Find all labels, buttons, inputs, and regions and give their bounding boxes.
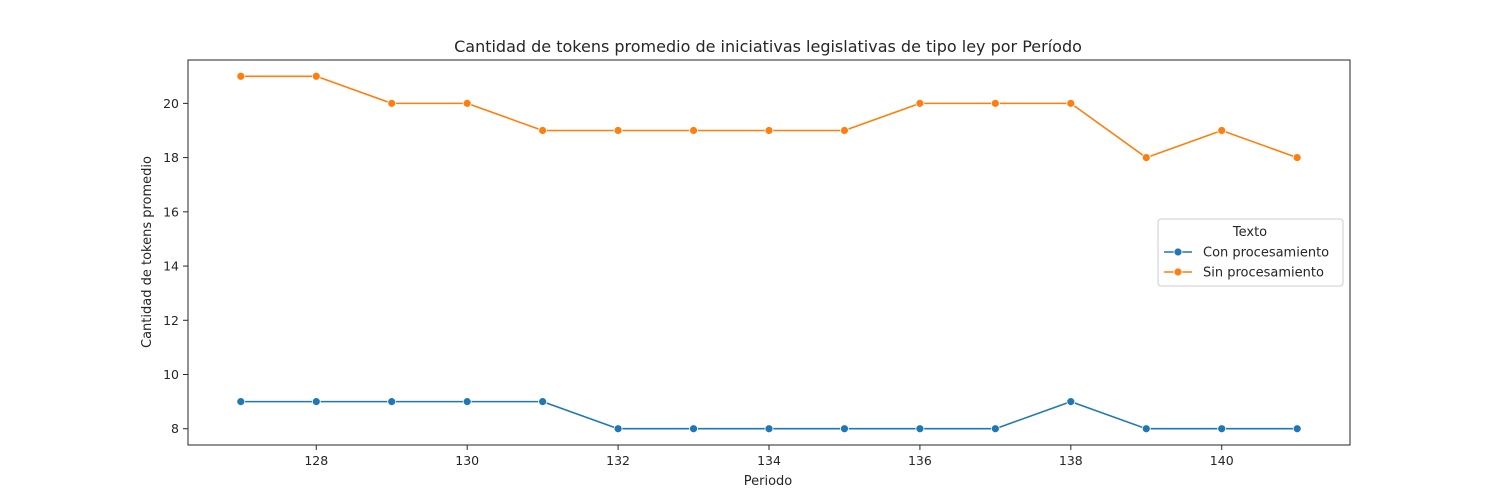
data-point — [840, 424, 849, 434]
data-point — [1217, 424, 1227, 434]
data-point — [462, 397, 472, 407]
y-tick-label: 20 — [163, 96, 179, 111]
data-point — [1292, 153, 1302, 163]
y-tick-label: 16 — [163, 204, 179, 219]
data-point — [1141, 424, 1151, 434]
data-point — [538, 126, 548, 135]
data-point — [311, 71, 321, 81]
x-axis: 128 130 132 134 136 138 140 — [304, 445, 1234, 468]
data-point — [840, 126, 849, 135]
x-tick-label: 128 — [304, 453, 328, 468]
y-axis-title: Cantidad de tokens promedio — [140, 156, 155, 348]
series-2 — [236, 71, 1302, 163]
data-point — [236, 71, 246, 81]
data-point — [1066, 98, 1076, 108]
data-point — [689, 126, 698, 135]
data-point — [462, 98, 472, 108]
series-1 — [236, 397, 1302, 434]
legend-item: Con procesamiento — [1164, 246, 1329, 261]
x-tick-label: 138 — [1059, 453, 1083, 468]
x-tick-label: 132 — [606, 453, 630, 468]
data-point — [990, 424, 1000, 434]
y-tick-label: 14 — [163, 259, 179, 274]
data-point — [613, 126, 623, 135]
legend-marker — [1173, 247, 1183, 257]
legend-title: Texto — [1232, 225, 1267, 240]
x-tick-label: 140 — [1210, 453, 1234, 468]
data-point — [236, 397, 246, 407]
y-tick-label: 12 — [163, 313, 179, 328]
data-point — [915, 98, 925, 108]
y-tick-label: 10 — [163, 367, 179, 382]
data-point — [1141, 153, 1151, 163]
data-point — [689, 424, 698, 434]
data-point — [311, 397, 321, 407]
legend-box — [1157, 218, 1344, 287]
data-point — [387, 98, 397, 108]
x-tick-label: 136 — [908, 453, 932, 468]
legend-marker — [1173, 267, 1183, 277]
legend: Texto Con procesamiento Sin procesamiento — [1157, 218, 1344, 287]
x-tick-label: 130 — [455, 453, 479, 468]
data-point — [990, 98, 1000, 108]
data-point — [1066, 397, 1076, 407]
data-point — [764, 424, 774, 434]
legend-label: Sin procesamiento — [1203, 266, 1324, 281]
data-point — [613, 424, 623, 434]
y-axis: 8 10 12 14 16 18 20 — [163, 96, 188, 436]
data-point — [1217, 126, 1227, 135]
chart-title: Cantidad de tokens promedio de iniciativ… — [454, 37, 1082, 56]
data-point — [538, 397, 548, 407]
data-point — [764, 126, 774, 135]
y-tick-label: 18 — [163, 150, 179, 165]
legend-label: Con procesamiento — [1203, 246, 1329, 261]
series-line — [240, 75, 1298, 159]
x-axis-title: Periodo — [744, 474, 793, 489]
data-point — [915, 424, 925, 434]
x-tick-label: 134 — [757, 453, 781, 468]
data-point — [1292, 424, 1302, 434]
y-tick-label: 8 — [171, 421, 179, 436]
legend-items: Con procesamiento Sin procesamiento — [1164, 246, 1329, 281]
series-layer — [236, 71, 1302, 434]
legend-item: Sin procesamiento — [1164, 266, 1324, 281]
data-point — [387, 397, 397, 407]
